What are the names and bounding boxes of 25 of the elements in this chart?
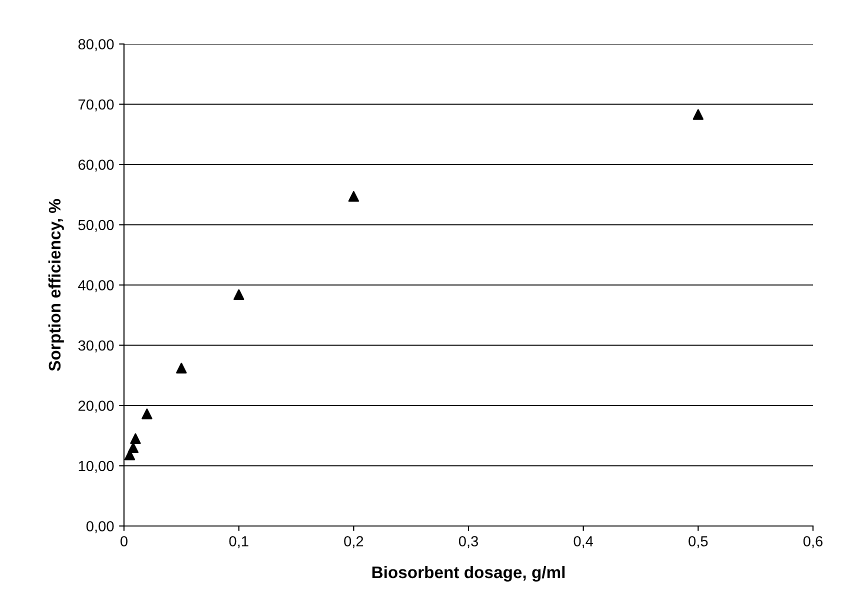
point bbox=[124, 450, 136, 460]
x-tick-label: 0,1 bbox=[229, 536, 248, 548]
x-tick-label: 0 bbox=[120, 536, 128, 546]
point bbox=[176, 362, 187, 374]
point bbox=[692, 109, 704, 120]
y-tick-label: 50,00 bbox=[78, 220, 114, 232]
x-tick-label: 0,3 bbox=[458, 536, 478, 548]
y-tick-label: 40,00 bbox=[78, 280, 114, 292]
y-axis-title: Sorption efficiency, % bbox=[48, 198, 64, 371]
x-tick-label: 0,5 bbox=[688, 536, 708, 548]
x-axis-title: Biosorbent dosage, g/ml bbox=[372, 566, 565, 582]
y-tick-label: 10,00 bbox=[78, 460, 114, 473]
y-tick-label: 60,00 bbox=[78, 160, 114, 172]
point bbox=[130, 433, 141, 444]
point bbox=[142, 408, 152, 420]
y-tick-label: 30,00 bbox=[78, 340, 114, 352]
x-tick-label: 0,6 bbox=[803, 536, 822, 548]
point bbox=[348, 191, 360, 202]
point bbox=[233, 289, 244, 300]
y-tick-label: 80,00 bbox=[78, 39, 114, 52]
y-tick-label: 20,00 bbox=[78, 400, 114, 413]
y-tick-label: 0,00 bbox=[86, 521, 114, 534]
y-tick-label: 70,00 bbox=[78, 99, 114, 112]
x-tick-label: 0,4 bbox=[574, 536, 594, 548]
x-tick-label: 0,2 bbox=[344, 536, 364, 548]
